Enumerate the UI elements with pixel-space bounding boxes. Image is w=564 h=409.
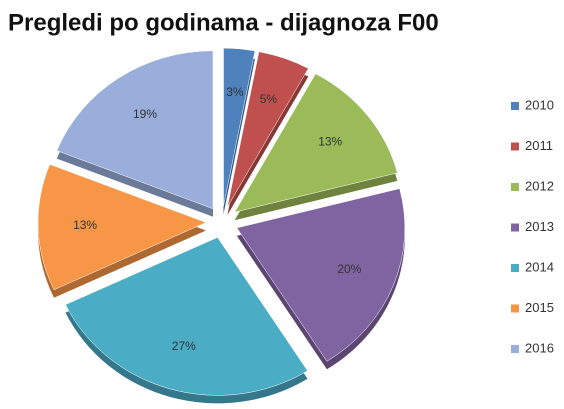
legend-label: 2012 xyxy=(525,178,554,193)
legend-swatch xyxy=(511,223,519,232)
value-label: 5% xyxy=(260,92,278,106)
legend-swatch xyxy=(511,102,519,110)
legend-swatch xyxy=(511,304,519,313)
legend-label: 2014 xyxy=(525,259,554,274)
legend-swatch xyxy=(511,345,519,353)
wedge xyxy=(223,47,256,207)
legend-swatch xyxy=(511,264,519,272)
legend-swatch xyxy=(511,183,519,191)
chart-title: Pregledi po godinama - dijagnoza F00 xyxy=(8,9,439,36)
wedge xyxy=(56,50,214,210)
wedge xyxy=(234,73,398,213)
wedge xyxy=(236,188,406,362)
value-label: 13% xyxy=(73,218,97,232)
wedge xyxy=(65,237,308,396)
wedge xyxy=(37,164,207,291)
value-label: 19% xyxy=(133,107,157,121)
legend-label: 2016 xyxy=(525,340,554,355)
value-label: 20% xyxy=(337,262,361,276)
value-label: 13% xyxy=(318,135,342,149)
legend-label: 2013 xyxy=(525,219,554,234)
value-label: 3% xyxy=(226,85,244,99)
legend-label: 2011 xyxy=(525,138,553,153)
legend-swatch xyxy=(511,142,519,151)
legend-label: 2010 xyxy=(525,97,554,112)
legend-label: 2015 xyxy=(525,300,554,315)
wedge xyxy=(227,51,309,208)
value-label: 27% xyxy=(172,339,196,353)
